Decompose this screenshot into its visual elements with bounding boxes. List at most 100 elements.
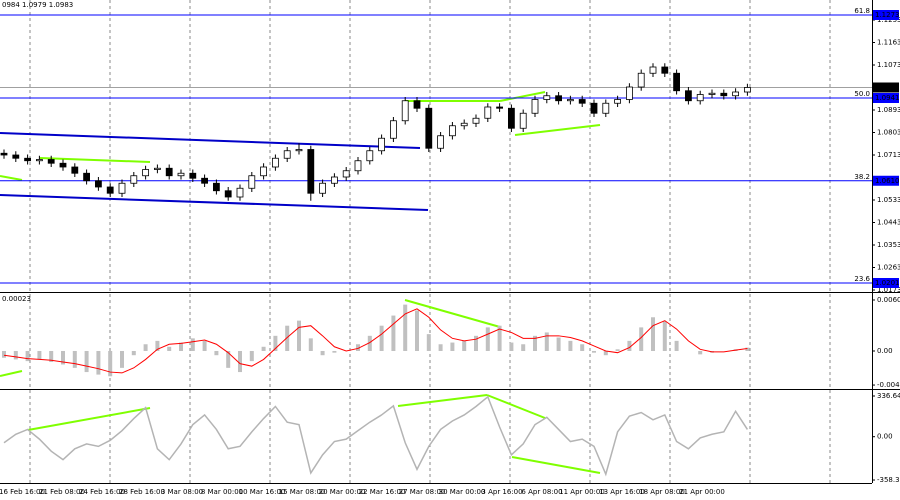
x-tick-label: 27 Mar 08:00 [399, 488, 446, 496]
candle-body [142, 169, 150, 177]
macd-label: 0.00023 [2, 295, 31, 303]
x-tick-label: 30 Mar 00:00 [439, 488, 486, 496]
y-tick-label: 1.0713 [877, 151, 900, 159]
candle-body [212, 182, 220, 192]
divergence-line [499, 91, 546, 102]
candle-body [36, 159, 43, 162]
macd-bar [474, 335, 478, 351]
candle-body [425, 107, 433, 149]
macd-bar [615, 349, 620, 351]
candle-body [519, 112, 527, 129]
candle-body [12, 154, 20, 159]
macd-bar [332, 350, 337, 353]
macd-bar [143, 344, 148, 351]
frame [0, 0, 900, 484]
macd-bar [415, 310, 419, 351]
candle-body [708, 92, 716, 95]
candle-body [271, 157, 279, 168]
candle-body [71, 166, 79, 174]
x-tick-label: 13 Apr 16:00 [599, 488, 645, 496]
candle-body [460, 122, 468, 127]
y-tick-label: 1.0893 [877, 106, 900, 114]
macd-bar [25, 350, 30, 362]
candle-body [260, 166, 268, 177]
drawings [0, 91, 601, 474]
candle-body [24, 157, 32, 162]
candle-body [366, 150, 374, 162]
macd-bar [603, 350, 608, 356]
candle-body [106, 186, 114, 194]
macd-bar [72, 350, 77, 368]
divergence-line [0, 370, 23, 377]
macd-bar [580, 344, 585, 351]
candle-body [224, 190, 232, 198]
candle-body [0, 152, 8, 156]
macd-bar [403, 304, 408, 351]
macd-bar [497, 325, 502, 351]
candle-body [378, 137, 386, 152]
candle-body [472, 117, 480, 124]
macd-bar [297, 320, 301, 351]
candle-body [696, 94, 704, 102]
macd-bar [698, 350, 703, 355]
candle-body [732, 91, 739, 97]
macd-bar [13, 350, 18, 360]
macd-bar [544, 332, 549, 351]
candle-body [389, 120, 397, 139]
macd-bar [61, 350, 65, 365]
y-tick-label: 0.00 [877, 347, 893, 355]
level-price: 1.0201 [875, 279, 900, 287]
candle-body [283, 150, 291, 159]
x-tick-label: 21 Apr 00:00 [679, 488, 725, 496]
macd-bar [238, 350, 242, 373]
y-tick-label: 1.0353 [877, 241, 900, 249]
y-tick-label: 1.0803 [877, 129, 900, 137]
y-tick-label: 1.0443 [877, 219, 900, 227]
candle-body [578, 99, 586, 104]
candle-body [649, 66, 657, 74]
candle-body [448, 125, 456, 137]
price-box [873, 93, 899, 103]
candle-body [307, 149, 315, 194]
macd-bar [462, 340, 467, 351]
macd-bar [485, 327, 490, 351]
macd-bar [261, 346, 266, 351]
candle-body [354, 160, 362, 172]
divergence-line [514, 124, 601, 136]
macd-bar [509, 342, 514, 351]
macd-bar [308, 338, 313, 351]
macd-bar [356, 344, 360, 351]
candle-body [330, 176, 338, 184]
candle-body [401, 100, 409, 122]
candle-body [165, 167, 173, 177]
x-tick-label: 6 Apr 08:00 [521, 488, 562, 496]
candle-body [614, 99, 621, 104]
level-name: 50.0 [854, 90, 870, 98]
macd-bar [131, 350, 136, 356]
y-tick-label: -0.00404 [877, 381, 900, 389]
candle-body [83, 172, 90, 182]
y-tick-label: -358.398 [877, 476, 900, 484]
macd-bar [96, 350, 101, 375]
x-tick-label: 22 Mar 16:00 [359, 488, 406, 496]
macd-bar [639, 327, 644, 351]
divergence-line [27, 407, 151, 431]
candle-body [637, 72, 645, 88]
x-tick-label: 24 Feb 16:00 [79, 488, 125, 496]
candle-body [661, 66, 669, 74]
candle-body [437, 135, 445, 149]
macd-bar [521, 344, 526, 351]
macd-bar [49, 350, 54, 362]
macd-bar [651, 317, 655, 351]
channel-line [0, 132, 421, 149]
level-price: 1.0941 [875, 94, 900, 102]
macd-bar [285, 325, 290, 351]
macd-bar [155, 340, 160, 351]
candle-body [590, 102, 598, 114]
candle-body [59, 162, 67, 168]
macd-bar [438, 344, 443, 351]
divergence-line [39, 157, 151, 163]
